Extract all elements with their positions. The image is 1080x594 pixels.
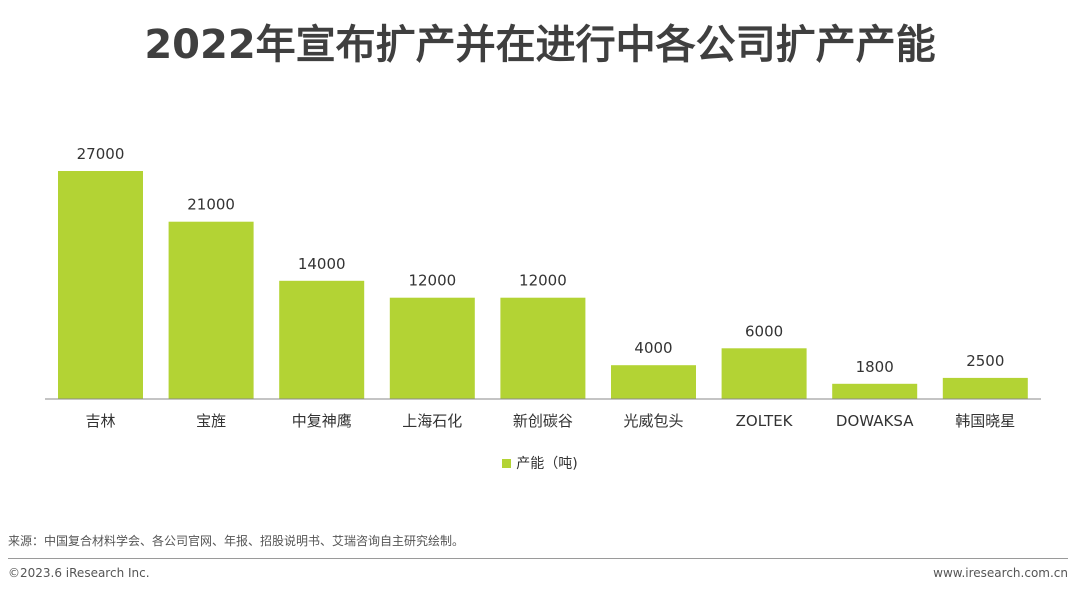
bar-5 [611,365,696,399]
category-label-6: ZOLTEK [736,412,794,430]
data-label-6: 6000 [745,322,783,340]
labels-layer: 27000 吉林 21000 宝旌 14000 中复神鹰 12000 上海石化 12000 新创碳… [77,145,1016,430]
category-label-4: 新创碳谷 [513,412,573,430]
bar-0 [58,171,143,399]
legend: 产能（吨) [0,453,1080,473]
data-label-4: 12000 [519,272,567,290]
footer-divider [8,558,1068,559]
category-label-5: 光威包头 [623,412,683,430]
bar-6 [721,348,807,399]
data-label-2: 14000 [298,255,346,273]
data-label-1: 21000 [187,196,235,214]
bar-8 [942,377,1028,399]
data-label-0: 27000 [77,145,125,163]
legend-label: 产能（吨) [516,456,578,472]
data-label-3: 12000 [408,272,456,290]
bar-4 [500,297,586,399]
bar-3 [389,297,475,399]
website-link[interactable]: www.iresearch.com.cn [933,566,1068,580]
bar-7 [832,383,918,399]
category-label-1: 宝旌 [196,412,226,430]
data-label-8: 2500 [966,352,1004,370]
data-label-5: 4000 [634,339,672,357]
category-label-2: 中复神鹰 [292,412,352,430]
legend-swatch [502,458,512,468]
bar-2 [279,280,365,399]
category-label-8: 韩国晓星 [955,412,1015,430]
bars-layer [58,171,1028,399]
category-label-3: 上海石化 [402,412,462,430]
source-note: 来源：中国复合材料学会、各公司官网、年报、招股说明书、艾瑞咨询自主研究绘制。 [8,534,465,548]
category-label-7: DOWAKSA [836,412,914,430]
data-label-7: 1800 [856,358,894,376]
copyright-text: ©2023.6 iResearch Inc. [8,566,150,580]
bar-1 [168,221,254,399]
page-title: 2022年宣布扩产并在进行中各公司扩产产能 [144,22,936,68]
category-label-0: 吉林 [85,412,115,430]
